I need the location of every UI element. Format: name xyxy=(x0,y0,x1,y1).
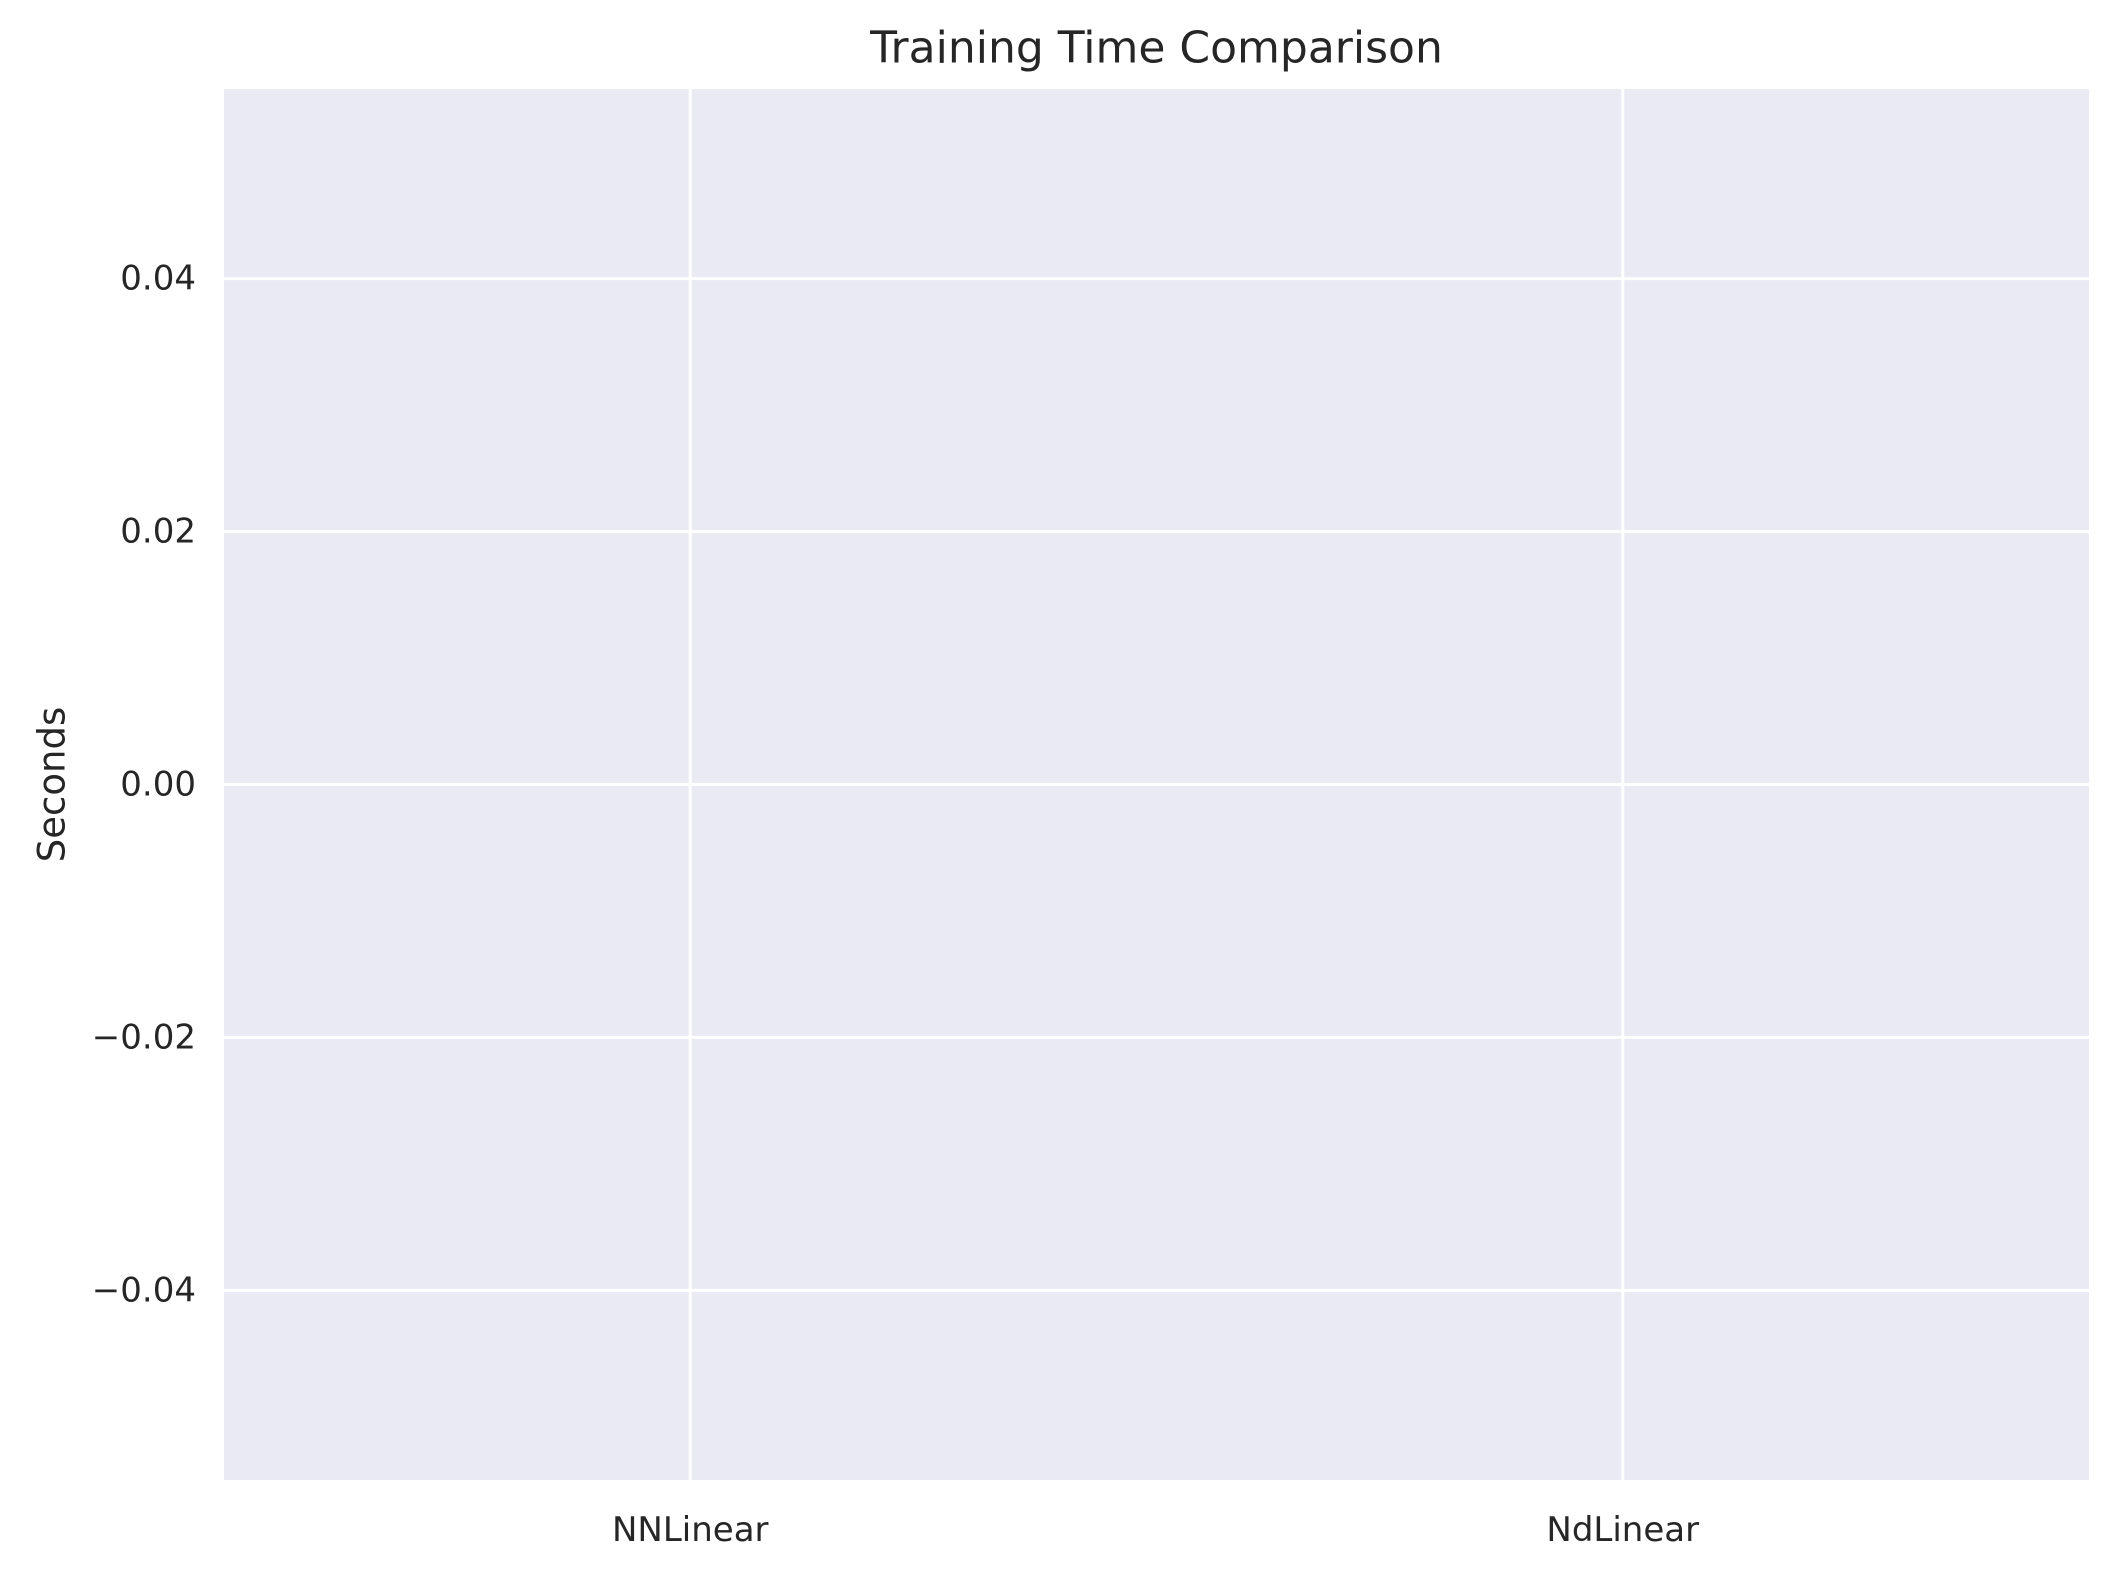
grid-lines xyxy=(224,89,2089,1480)
y-tick-label: 0.00 xyxy=(120,765,196,805)
y-tick-label: −0.02 xyxy=(92,1017,196,1057)
y-axis-label: Seconds xyxy=(31,707,74,862)
chart-title: Training Time Comparison xyxy=(869,23,1443,74)
x-axis-ticks: NNLinear NdLinear xyxy=(612,1510,1699,1550)
x-tick-label: NdLinear xyxy=(1546,1510,1699,1550)
y-axis-ticks: −0.04 −0.02 0.00 0.02 0.04 xyxy=(92,259,196,1311)
x-tick-label: NNLinear xyxy=(612,1510,769,1550)
y-tick-label: 0.02 xyxy=(120,512,196,552)
y-tick-label: 0.04 xyxy=(120,259,196,299)
y-tick-label: −0.04 xyxy=(92,1270,196,1310)
